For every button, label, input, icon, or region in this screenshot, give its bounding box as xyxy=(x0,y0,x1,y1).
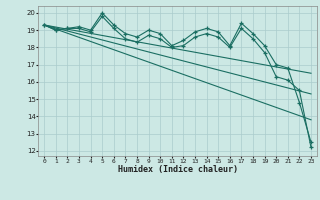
X-axis label: Humidex (Indice chaleur): Humidex (Indice chaleur) xyxy=(118,165,238,174)
